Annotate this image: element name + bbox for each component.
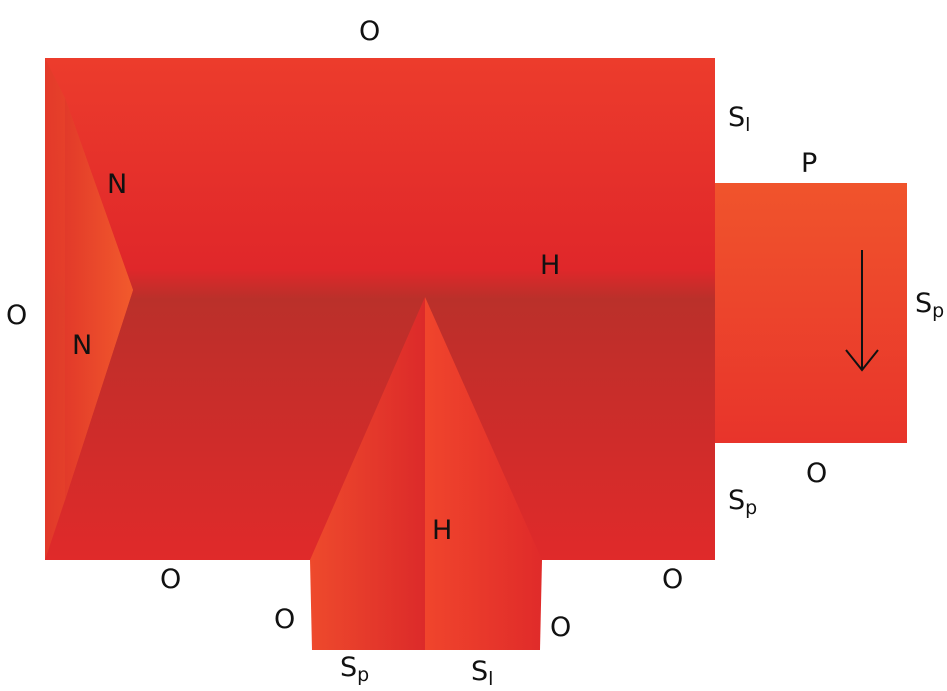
label-gable-left-o: O [274,604,296,635]
label-bottom-left-o: O [160,564,182,595]
hip-end-left-face [65,98,133,500]
label-gable-h: H [432,515,453,546]
label-left-o: O [6,300,28,331]
label-gable-bottom-right-s: Sl [471,656,494,690]
label-main-h: H [540,250,561,281]
label-top-right-s: Sl [728,102,751,136]
label-gable-right-o: O [550,612,572,643]
porch-roof [715,183,907,443]
label-porch-p: P [801,148,818,179]
label-porch-bottom-o: O [806,458,828,489]
label-bottom-right-o: O [662,564,684,595]
label-top-o: O [359,16,381,47]
label-gable-bottom-left-s: Sp [340,652,370,686]
slope-arrow-icon [845,250,879,372]
label-north-n-upper: N [107,169,128,200]
gable-right-face [425,297,542,650]
label-right-lower-s: Sp [728,485,758,519]
label-right-s: Sp [915,288,945,322]
label-north-n-lower: N [72,330,93,361]
gable-left-face [310,297,425,650]
